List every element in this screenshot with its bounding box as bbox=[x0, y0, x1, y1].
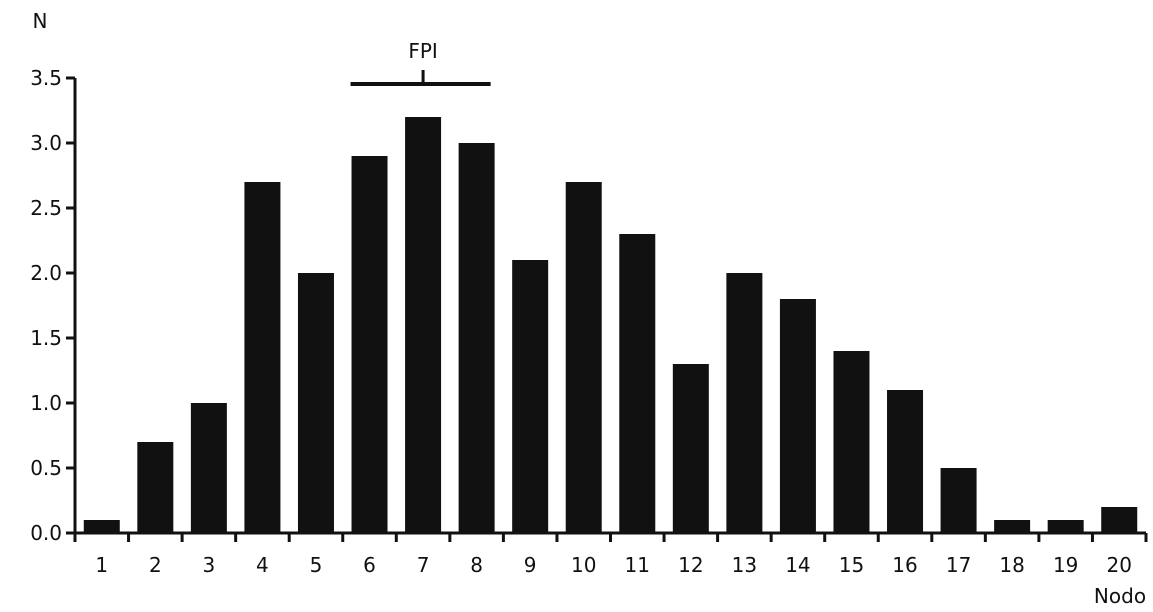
y-tick-label: 2.5 bbox=[30, 196, 62, 220]
bar-19 bbox=[1047, 520, 1084, 533]
bar-14 bbox=[779, 299, 816, 533]
bars bbox=[83, 117, 1138, 533]
y-tick-label: 1.5 bbox=[30, 326, 62, 350]
x-tick-label: 4 bbox=[256, 553, 269, 577]
bar-7 bbox=[405, 117, 442, 533]
y-tick-label: 2.0 bbox=[30, 261, 62, 285]
x-tick-label: 3 bbox=[203, 553, 216, 577]
x-tick-label: 16 bbox=[892, 553, 917, 577]
bar-11 bbox=[619, 234, 656, 533]
x-tick-label: 7 bbox=[417, 553, 430, 577]
bar-10 bbox=[565, 182, 602, 533]
fpi-annotation: FPI bbox=[350, 39, 491, 86]
bar-6 bbox=[351, 156, 388, 533]
x-tick-label: 15 bbox=[839, 553, 864, 577]
bar-12 bbox=[672, 364, 709, 533]
bar-4 bbox=[244, 182, 281, 533]
x-tick-label: 1 bbox=[95, 553, 108, 577]
x-tick-label: 8 bbox=[470, 553, 483, 577]
bar-20 bbox=[1101, 507, 1138, 533]
y-tick-label: 3.5 bbox=[30, 66, 62, 90]
y-tick-label: 3.0 bbox=[30, 131, 62, 155]
x-tick-label: 17 bbox=[946, 553, 971, 577]
x-tick-label: 10 bbox=[571, 553, 596, 577]
bar-16 bbox=[887, 390, 924, 533]
fpi-label: FPI bbox=[408, 39, 437, 63]
x-ticks: 1 2 3 4 5 6 7 8 9 10 11 12 13 14 15 16 17 18 19 20 bbox=[73, 533, 1148, 577]
bar-18 bbox=[994, 520, 1031, 533]
y-tick-label: 0.0 bbox=[30, 521, 62, 545]
bar-17 bbox=[940, 468, 977, 533]
x-axis-label: Nodo bbox=[1094, 584, 1146, 608]
bar-15 bbox=[833, 351, 870, 533]
y-axis-label: N bbox=[33, 9, 48, 33]
bar-3 bbox=[190, 403, 227, 533]
y-ticks: 0.0 0.5 1.0 1.5 2.0 2.5 3.0 3.5 bbox=[30, 66, 75, 545]
bar-1 bbox=[83, 520, 120, 533]
x-tick-label: 2 bbox=[149, 553, 162, 577]
x-tick-label: 20 bbox=[1106, 553, 1131, 577]
x-tick-label: 5 bbox=[310, 553, 323, 577]
x-tick-label: 18 bbox=[999, 553, 1024, 577]
bar-13 bbox=[726, 273, 763, 533]
x-tick-label: 11 bbox=[625, 553, 650, 577]
bar-8 bbox=[458, 143, 495, 533]
x-tick-label: 6 bbox=[363, 553, 376, 577]
x-tick-label: 12 bbox=[678, 553, 703, 577]
x-tick-label: 14 bbox=[785, 553, 810, 577]
bar-9 bbox=[512, 260, 549, 533]
axes bbox=[73, 78, 1146, 535]
bar-2 bbox=[137, 442, 174, 533]
x-tick-label: 9 bbox=[524, 553, 537, 577]
y-tick-label: 1.0 bbox=[30, 391, 62, 415]
y-tick-label: 0.5 bbox=[30, 456, 62, 480]
x-tick-label: 19 bbox=[1053, 553, 1078, 577]
bar-5 bbox=[297, 273, 334, 533]
x-tick-label: 13 bbox=[732, 553, 757, 577]
